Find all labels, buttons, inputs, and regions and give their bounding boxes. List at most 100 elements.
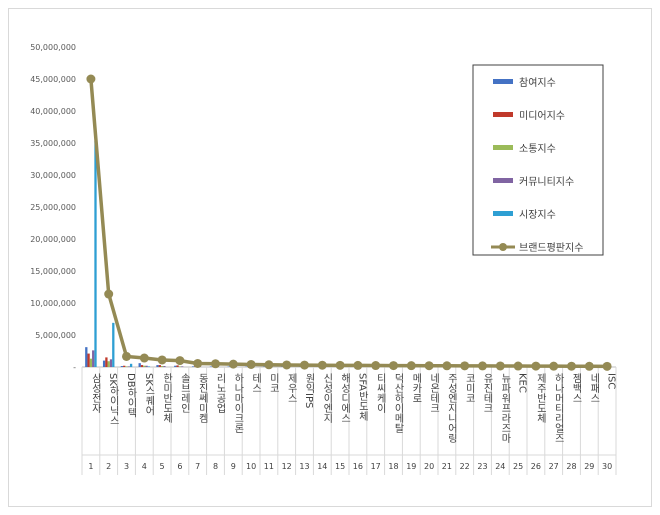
bar (140, 365, 144, 367)
legend-swatch-marker (499, 243, 507, 251)
legend-swatch (493, 79, 513, 84)
line-point (371, 361, 381, 371)
category-label: 뉴파워프라즈마 (499, 373, 511, 444)
category-label: 신성이엔지 (321, 373, 333, 424)
bar (191, 366, 195, 367)
bar (85, 347, 88, 367)
bar (176, 365, 179, 367)
bar (120, 366, 124, 367)
bar (129, 363, 133, 367)
category-label: 리노공업 (214, 373, 226, 413)
category-label: 유진테크 (481, 373, 493, 413)
rank-label: 8 (213, 462, 218, 471)
line-point (567, 361, 576, 371)
category-label: 젬백스 (570, 373, 582, 403)
rank-label: 2 (106, 462, 111, 471)
bar (127, 366, 130, 367)
legend-swatch (493, 145, 513, 150)
line-point (406, 361, 416, 371)
category-label: 하나머티리얼즈 (552, 372, 564, 443)
category-label: 해성디에스 (339, 372, 351, 423)
rank-label: 5 (160, 462, 165, 471)
category-label: 동진쎄미켐 (196, 373, 208, 423)
rank-label: 6 (177, 462, 182, 471)
rank-label: 15 (335, 462, 345, 471)
y-tick-label: 30,000,000 (30, 171, 76, 180)
chart-frame: - 5,000,000 10,000,000 15,000,000 20,000,000… (8, 8, 652, 507)
rank-label: 23 (477, 462, 487, 471)
bar (227, 366, 230, 367)
y-tick-label: - (73, 363, 76, 372)
y-tick-label: 45,000,000 (30, 75, 76, 84)
bar (147, 366, 151, 367)
line-point (139, 353, 149, 363)
rank-label: 24 (495, 462, 505, 471)
legend-label: 시장지수 (519, 209, 556, 221)
bar (87, 353, 90, 367)
legend-label: 브랜드평판지수 (519, 242, 583, 254)
legend-label: 참여지수 (519, 77, 556, 89)
category-label: 네패스 (588, 373, 600, 403)
rank-label: 29 (584, 462, 594, 471)
category-label: 티씨케이 (374, 373, 386, 414)
category-label: 주성엔지니어링 (445, 373, 457, 443)
brand-reputation-chart: - 5,000,000 10,000,000 15,000,000 20,000,000… (30, 43, 617, 475)
bar (102, 360, 106, 367)
category-label: 원익IPS (303, 373, 315, 409)
rank-label: 25 (513, 462, 523, 471)
rank-label: 22 (460, 462, 470, 471)
category-label: 제주반도체 (534, 373, 546, 424)
category-label: SFA반도체 (356, 373, 368, 422)
line-point (531, 361, 541, 371)
y-tick-label: 40,000,000 (30, 107, 76, 116)
line-point (317, 360, 327, 370)
bar (92, 350, 95, 367)
line-point (86, 74, 96, 84)
line-point (460, 361, 470, 371)
rank-label: 3 (124, 462, 129, 471)
line-point (602, 361, 612, 371)
bar (209, 366, 213, 367)
line-point (104, 289, 114, 299)
y-tick-label: 35,000,000 (30, 139, 76, 148)
line-point (335, 360, 345, 370)
legend-swatch (493, 112, 513, 117)
rank-label: 9 (231, 462, 236, 471)
line-point (122, 351, 131, 361)
bar (143, 365, 146, 367)
line-point (264, 360, 274, 370)
category-label: 코미코 (463, 373, 475, 403)
line-point (282, 360, 292, 370)
category-label: 제우스 (285, 373, 297, 403)
line-point (478, 361, 487, 371)
line-point (513, 361, 523, 371)
bar (178, 366, 182, 367)
rank-label: 30 (602, 462, 612, 471)
rank-label: 21 (442, 462, 452, 471)
y-tick-label: 10,000,000 (30, 299, 76, 308)
bar (138, 363, 141, 367)
bar (181, 366, 184, 367)
rank-label: 11 (264, 462, 274, 471)
bar (94, 141, 97, 367)
y-tick-label: 5,000,000 (35, 331, 76, 340)
category-label: 삼성전자 (89, 373, 101, 414)
rank-label: 12 (282, 462, 292, 471)
category-label: 솔브레인 (178, 373, 190, 413)
line-point (228, 359, 238, 369)
rank-label: 20 (424, 462, 434, 471)
line-point (157, 355, 167, 365)
line-point (193, 358, 203, 368)
category-label: 네온테크 (428, 373, 440, 413)
legend-swatch (493, 178, 513, 183)
category-label: ISC (606, 373, 617, 389)
line-series (86, 74, 612, 371)
bar (105, 357, 108, 367)
category-label: SK스퀘어 (143, 373, 155, 417)
category-label: DB하이텍 (125, 373, 137, 418)
bar (158, 365, 161, 367)
line-point (495, 361, 505, 371)
y-tick-label: 25,000,000 (30, 203, 76, 212)
rank-label: 17 (371, 462, 381, 471)
category-label: 테스 (250, 373, 262, 393)
